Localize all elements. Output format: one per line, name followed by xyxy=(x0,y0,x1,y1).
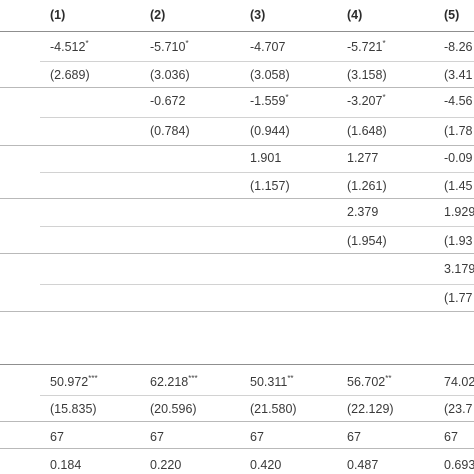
table-cell: 0.487 xyxy=(347,458,379,472)
table-cell: 67 xyxy=(150,430,164,444)
coefficient-value: -5.721 xyxy=(347,40,383,54)
significance-stars: * xyxy=(382,92,386,102)
row-subdivider xyxy=(40,172,474,173)
column-header: (1) xyxy=(50,8,66,22)
table-cell: -5.721* xyxy=(347,38,386,54)
coefficient-value: 50.972 xyxy=(50,375,89,389)
column-header: (4) xyxy=(347,8,363,22)
row-divider xyxy=(0,87,474,88)
row-divider xyxy=(0,31,474,32)
table-cell: 1.901 xyxy=(250,151,282,165)
row-subdivider xyxy=(40,226,474,227)
row-subdivider xyxy=(40,395,474,396)
table-cell: 2.379 xyxy=(347,205,379,219)
table-cell: -4.707 xyxy=(250,40,286,54)
table-cell: 0.220 xyxy=(150,458,182,472)
table-cell: 0.420 xyxy=(250,458,282,472)
row-divider xyxy=(0,364,474,365)
table-cell: -5.710* xyxy=(150,38,189,54)
table-cell: (3.41 xyxy=(444,68,473,82)
row-subdivider xyxy=(40,284,474,285)
table-cell: (23.7 xyxy=(444,402,473,416)
table-cell: 3.179 xyxy=(444,262,474,276)
table-cell: 1.277 xyxy=(347,151,379,165)
table-cell: -3.207* xyxy=(347,92,386,108)
table-cell: (1.45 xyxy=(444,179,473,193)
table-cell: (0.944) xyxy=(250,124,290,138)
table-cell: (20.596) xyxy=(150,402,197,416)
table-cell: (1.157) xyxy=(250,179,290,193)
table-cell: 50.311** xyxy=(250,373,294,389)
table-cell: 67 xyxy=(50,430,64,444)
row-divider xyxy=(0,421,474,422)
table-cell: (3.058) xyxy=(250,68,290,82)
column-header: (3) xyxy=(250,8,266,22)
table-cell: -0.672 xyxy=(150,94,186,108)
significance-stars: * xyxy=(85,38,89,48)
table-cell: -8.26 xyxy=(444,40,473,54)
significance-stars: * xyxy=(185,38,189,48)
coefficient-value: 56.702 xyxy=(347,375,386,389)
table-cell: 50.972*** xyxy=(50,373,98,389)
coefficient-value: -1.559 xyxy=(250,94,286,108)
table-cell: 0.693 xyxy=(444,458,474,472)
coefficient-value: 62.218 xyxy=(150,375,189,389)
table-cell: -4.512* xyxy=(50,38,89,54)
row-subdivider xyxy=(40,117,474,118)
coefficient-value: -5.710 xyxy=(150,40,186,54)
table-cell: 0.184 xyxy=(50,458,82,472)
significance-stars: * xyxy=(285,92,289,102)
column-header: (2) xyxy=(150,8,166,22)
table-cell: 67 xyxy=(444,430,458,444)
row-subdivider xyxy=(40,61,474,62)
table-cell: -1.559* xyxy=(250,92,289,108)
column-header: (5) xyxy=(444,8,460,22)
table-cell: 74.02 xyxy=(444,375,474,389)
row-divider xyxy=(0,311,474,312)
significance-stars: ** xyxy=(287,373,294,383)
row-divider xyxy=(0,198,474,199)
coefficient-value: 50.311 xyxy=(250,375,288,389)
row-divider xyxy=(0,145,474,146)
significance-stars: *** xyxy=(88,373,98,383)
table-cell: (1.261) xyxy=(347,179,387,193)
table-cell: (3.036) xyxy=(150,68,190,82)
table-cell: (1.648) xyxy=(347,124,387,138)
table-cell: 67 xyxy=(250,430,264,444)
row-divider xyxy=(0,448,474,449)
table-cell: -0.09 xyxy=(444,151,473,165)
table-cell: 62.218*** xyxy=(150,373,198,389)
table-cell: (15.835) xyxy=(50,402,97,416)
table-cell: 56.702** xyxy=(347,373,392,389)
table-cell: (2.689) xyxy=(50,68,90,82)
table-cell: (3.158) xyxy=(347,68,387,82)
significance-stars: *** xyxy=(188,373,198,383)
table-cell: (0.784) xyxy=(150,124,190,138)
table-cell: (1.954) xyxy=(347,234,387,248)
table-cell: (1.77 xyxy=(444,291,473,305)
table-cell: 67 xyxy=(347,430,361,444)
table-cell: (1.78 xyxy=(444,124,473,138)
coefficient-value: -4.512 xyxy=(50,40,86,54)
row-divider xyxy=(0,253,474,254)
table-cell: -4.56 xyxy=(444,94,473,108)
table-cell: 1.929 xyxy=(444,205,474,219)
table-cell: (1.93 xyxy=(444,234,473,248)
table-cell: (21.580) xyxy=(250,402,297,416)
significance-stars: ** xyxy=(385,373,392,383)
coefficient-value: -3.207 xyxy=(347,94,383,108)
table-cell: (22.129) xyxy=(347,402,394,416)
significance-stars: * xyxy=(382,38,386,48)
